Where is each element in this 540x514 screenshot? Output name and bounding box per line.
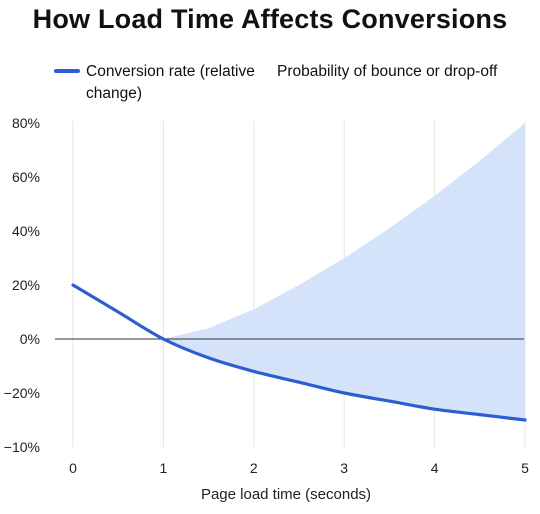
legend-label-bounce: Probability of bounce or drop-off	[277, 63, 498, 80]
chart-title: How Load Time Affects Conversions	[32, 4, 508, 34]
x-tick-label: 2	[250, 460, 258, 476]
y-tick-label: −10%	[4, 439, 40, 455]
x-tick-label: 4	[431, 460, 439, 476]
legend-swatch-conversion	[54, 69, 80, 73]
conversion-line	[71, 283, 527, 422]
x-axis-title: Page load time (seconds)	[201, 486, 371, 503]
y-tick-label: 20%	[12, 277, 40, 293]
x-tick-label: 5	[521, 460, 529, 476]
legend-label-conversion: Conversion rate (relative change)	[86, 63, 255, 102]
x-tick-label: 0	[69, 460, 77, 476]
y-tick-label: −20%	[4, 385, 40, 401]
x-tick-label: 3	[340, 460, 348, 476]
y-tick-label: 60%	[12, 169, 40, 185]
y-tick-label: 0%	[20, 331, 40, 347]
y-tick-label: 80%	[12, 115, 40, 131]
y-tick-label: 40%	[12, 223, 40, 239]
x-tick-label: 1	[160, 460, 168, 476]
bounce-area	[163, 123, 525, 420]
